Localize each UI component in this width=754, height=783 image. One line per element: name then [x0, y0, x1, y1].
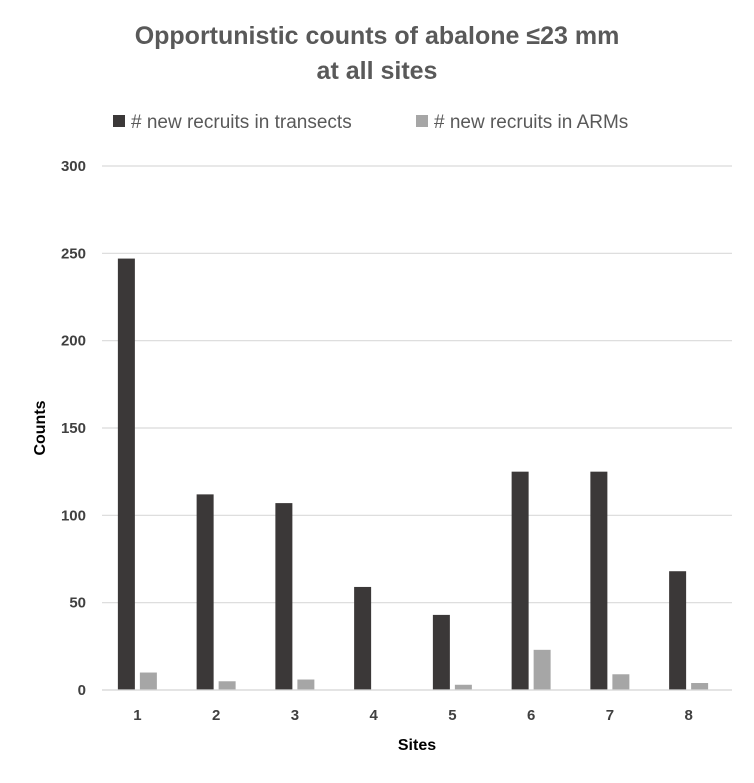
bars: [102, 258, 732, 691]
bar-transects-site-8: [669, 571, 687, 690]
bar-arms-site-3: [297, 679, 315, 690]
bar-arms-site-6: [533, 649, 551, 690]
y-axis-ticks: 0 50 100 150 200 250 300: [61, 158, 86, 699]
y-tick-label: 250: [61, 245, 86, 262]
bar-transects-site-5: [432, 614, 450, 690]
x-tick-label: 5: [448, 707, 456, 724]
bar-transects-site-1: [117, 258, 135, 690]
y-axis-label: Counts: [32, 400, 49, 455]
y-tick-label: 50: [69, 595, 86, 612]
legend-swatch-transects: [113, 115, 125, 127]
y-tick-label: 100: [61, 507, 86, 524]
bar-transects-site-4: [354, 586, 372, 690]
x-tick-label: 6: [527, 707, 535, 724]
bar-transects-site-3: [275, 503, 293, 690]
bar-transects-site-7: [590, 471, 608, 690]
x-tick-label: 4: [369, 707, 378, 724]
bar-arms-site-7: [612, 674, 630, 690]
legend-label-transects: # new recruits in transects: [131, 112, 352, 133]
x-tick-label: 8: [684, 707, 692, 724]
chart-title-line-2: at all sites: [317, 57, 438, 85]
y-tick-label: 200: [61, 333, 86, 350]
x-axis-ticks: 1 2 3 4 5 6 7 8: [133, 707, 693, 724]
chart-title: Opportunistic counts of abalone ≤23 mm a…: [135, 22, 620, 85]
x-tick-label: 7: [606, 707, 614, 724]
bar-transects-site-6: [511, 471, 529, 690]
bar-arms-site-5: [454, 684, 472, 690]
bar-transects-site-2: [196, 494, 214, 690]
y-tick-label: 150: [61, 420, 86, 437]
y-tick-label: 0: [78, 682, 86, 699]
legend: # new recruits in transects # new recrui…: [113, 112, 628, 133]
legend-swatch-arms: [416, 115, 428, 127]
x-tick-label: 1: [133, 707, 141, 724]
bar-arms-site-8: [691, 683, 709, 690]
bar-arms-site-2: [218, 681, 236, 690]
x-axis-label: Sites: [398, 737, 436, 754]
chart-title-line-1: Opportunistic counts of abalone ≤23 mm: [135, 22, 620, 50]
y-tick-label: 300: [61, 158, 86, 175]
gridlines: [102, 165, 732, 691]
x-tick-label: 2: [212, 707, 220, 724]
legend-label-arms: # new recruits in ARMs: [434, 112, 628, 133]
bar-arms-site-1: [139, 672, 157, 690]
x-tick-label: 3: [291, 707, 299, 724]
